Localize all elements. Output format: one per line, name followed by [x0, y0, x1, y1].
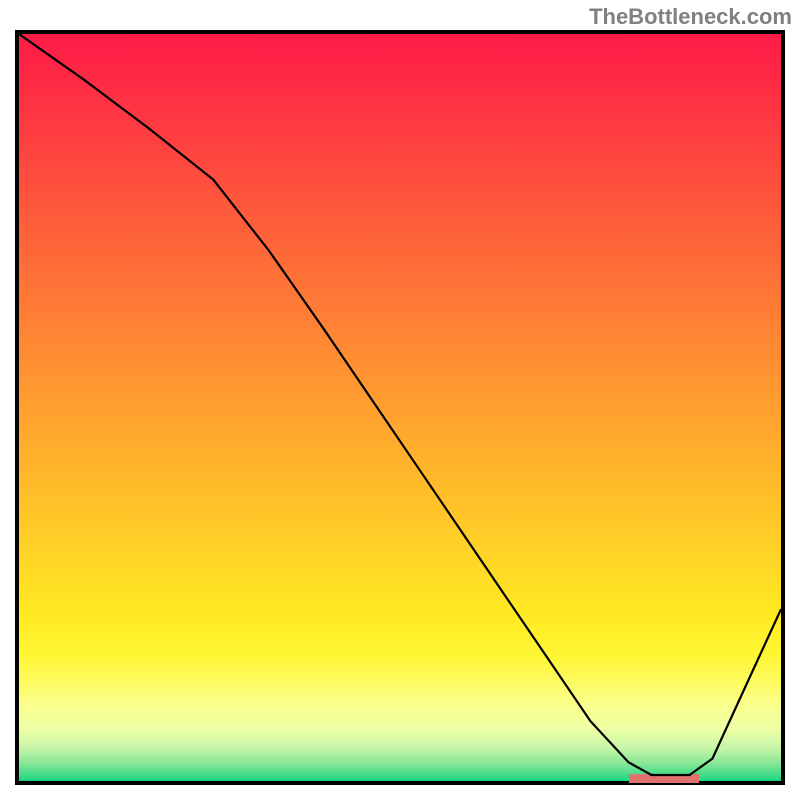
attribution-text: TheBottleneck.com [589, 4, 792, 30]
gradient-background [19, 34, 781, 781]
optimum-marker [629, 774, 699, 783]
chart-container: { "attribution": { "text": "TheBottlenec… [0, 0, 800, 800]
plot-area [15, 30, 785, 785]
